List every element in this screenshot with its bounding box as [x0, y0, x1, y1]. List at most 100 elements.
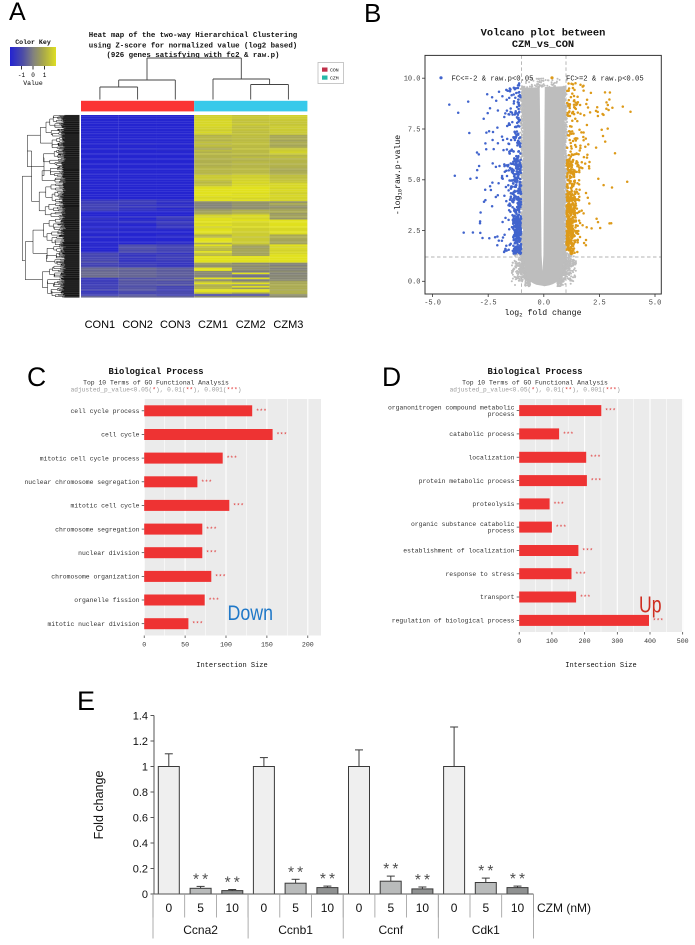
- svg-text:CZM_vs_CON: CZM_vs_CON: [512, 39, 574, 51]
- svg-text:***: ***: [233, 502, 244, 509]
- svg-text:***: ***: [575, 571, 586, 578]
- svg-text:(926 genes satisfying with fc2: (926 genes satisfying with fc2 & raw.p): [107, 52, 280, 60]
- svg-text:* *: * *: [288, 864, 303, 881]
- svg-text:* *: * *: [510, 871, 525, 888]
- svg-text:10.0: 10.0: [404, 76, 421, 84]
- svg-text:Top 10 Terms of GO Functional: Top 10 Terms of GO Functional Analysis: [462, 380, 608, 387]
- svg-text:-5.0: -5.0: [424, 300, 441, 308]
- svg-text:FC>=2 & raw.p<0.05: FC>=2 & raw.p<0.05: [566, 76, 644, 84]
- svg-text:***: ***: [590, 454, 601, 461]
- svg-text:Fold change: Fold change: [92, 771, 106, 840]
- svg-text:1: 1: [142, 761, 148, 773]
- svg-text:5: 5: [292, 901, 299, 915]
- svg-text:***: ***: [582, 548, 593, 555]
- svg-text:chromosome segregation: chromosome segregation: [55, 526, 140, 533]
- svg-text:Color Key: Color Key: [15, 39, 51, 46]
- svg-text:Ccna2: Ccna2: [183, 923, 218, 937]
- svg-text:protein metabolic process: protein metabolic process: [419, 478, 515, 485]
- svg-text:Ccnb1: Ccnb1: [278, 923, 313, 937]
- svg-text:0.0: 0.0: [408, 279, 421, 287]
- svg-text:10: 10: [416, 901, 430, 915]
- svg-text:transport: transport: [480, 594, 515, 601]
- svg-text:* *: * *: [383, 861, 398, 878]
- svg-text:* *: * *: [320, 871, 335, 888]
- svg-text:***: ***: [208, 597, 219, 604]
- svg-text:nuclear division: nuclear division: [78, 550, 140, 557]
- svg-text:organic substance catabolic: organic substance catabolic: [411, 521, 515, 528]
- svg-text:C: C: [27, 362, 46, 392]
- svg-text:using Z-score for normalized v: using Z-score for normalized value (log2…: [89, 43, 297, 51]
- svg-text:1: 1: [43, 72, 47, 79]
- svg-text:* *: * *: [225, 875, 240, 892]
- svg-text:Biological Process: Biological Process: [487, 367, 582, 377]
- svg-text:***: ***: [580, 594, 591, 601]
- svg-text:300: 300: [611, 638, 623, 645]
- svg-text:CZM1: CZM1: [198, 319, 228, 331]
- svg-text:0: 0: [142, 889, 148, 901]
- svg-text:***: ***: [206, 550, 217, 557]
- svg-text:Cdk1: Cdk1: [472, 923, 500, 937]
- svg-text:proteolysis: proteolysis: [472, 501, 514, 508]
- svg-text:-2.5: -2.5: [480, 300, 497, 308]
- svg-text:process: process: [488, 528, 515, 535]
- svg-text:***: ***: [226, 455, 237, 462]
- svg-text:nuclear chromosome segregation: nuclear chromosome segregation: [24, 479, 139, 486]
- svg-text:Value: Value: [23, 80, 43, 87]
- svg-text:log2 fold change: log2 fold change: [504, 308, 581, 319]
- svg-text:organelle fission: organelle fission: [74, 597, 139, 604]
- svg-text:mitotic nuclear division: mitotic nuclear division: [47, 621, 139, 628]
- svg-text:7.5: 7.5: [408, 126, 421, 134]
- svg-text:***: ***: [653, 617, 664, 624]
- svg-text:CZM2: CZM2: [236, 319, 266, 331]
- svg-text:-1: -1: [18, 72, 26, 79]
- svg-text:2.5: 2.5: [408, 228, 421, 236]
- svg-text:CON1: CON1: [85, 319, 116, 331]
- svg-text:0.8: 0.8: [133, 787, 148, 799]
- svg-text:process: process: [488, 411, 515, 418]
- svg-text:chromosome organization: chromosome organization: [51, 574, 139, 581]
- svg-text:localization: localization: [468, 454, 514, 461]
- svg-text:200: 200: [302, 642, 314, 649]
- svg-text:Biological Process: Biological Process: [108, 367, 203, 377]
- svg-text:500: 500: [677, 638, 689, 645]
- svg-text:***: ***: [590, 478, 601, 485]
- svg-text:0: 0: [31, 72, 35, 79]
- svg-text:0: 0: [356, 901, 363, 915]
- svg-text:B: B: [364, 0, 381, 28]
- svg-text:150: 150: [261, 642, 273, 649]
- svg-text:Intersection Size: Intersection Size: [196, 662, 267, 670]
- svg-text:A: A: [9, 0, 26, 26]
- svg-text:5: 5: [387, 901, 394, 915]
- svg-text:cell cycle process: cell cycle process: [70, 408, 139, 415]
- svg-text:FC<=-2 & raw.p<0.05: FC<=-2 & raw.p<0.05: [452, 76, 534, 84]
- svg-text:Top 10 Terms of GO Functional: Top 10 Terms of GO Functional Analysis: [83, 380, 229, 387]
- svg-text:CZM3: CZM3: [273, 319, 303, 331]
- svg-text:CZM (nM): CZM (nM): [537, 901, 591, 915]
- svg-text:Heat map of the two-way Hierar: Heat map of the two-way Hierarchical Clu…: [89, 32, 298, 40]
- svg-text:Volcano plot between: Volcano plot between: [481, 28, 606, 40]
- svg-text:Ccnf: Ccnf: [378, 923, 403, 937]
- svg-text:-log10raw.p-value: -log10raw.p-value: [393, 135, 404, 215]
- svg-text:***: ***: [563, 431, 574, 438]
- svg-text:adjusted_p_value<0.05(*), 0.01: adjusted_p_value<0.05(*), 0.01(**), 0.00…: [450, 387, 621, 394]
- svg-text:400: 400: [644, 638, 656, 645]
- svg-text:***: ***: [555, 524, 566, 531]
- svg-text:0.2: 0.2: [133, 863, 148, 875]
- svg-text:mitotic cell cycle process: mitotic cell cycle process: [40, 455, 140, 462]
- svg-text:0.0: 0.0: [537, 300, 550, 308]
- svg-text:0: 0: [165, 901, 172, 915]
- svg-text:0.6: 0.6: [133, 812, 148, 824]
- svg-text:5: 5: [482, 901, 489, 915]
- svg-text:establishment of localization: establishment of localization: [403, 548, 514, 555]
- svg-text:2.5: 2.5: [593, 300, 606, 308]
- svg-text:5.0: 5.0: [649, 300, 662, 308]
- svg-text:0: 0: [142, 642, 146, 649]
- svg-text:Down: Down: [228, 601, 274, 625]
- svg-text:10: 10: [511, 901, 525, 915]
- svg-text:***: ***: [201, 479, 212, 486]
- svg-text:200: 200: [579, 638, 591, 645]
- svg-text:1.2: 1.2: [133, 736, 148, 748]
- svg-text:CON: CON: [330, 68, 339, 74]
- svg-text:Up: Up: [639, 592, 662, 618]
- svg-text:cell cycle: cell cycle: [101, 432, 140, 439]
